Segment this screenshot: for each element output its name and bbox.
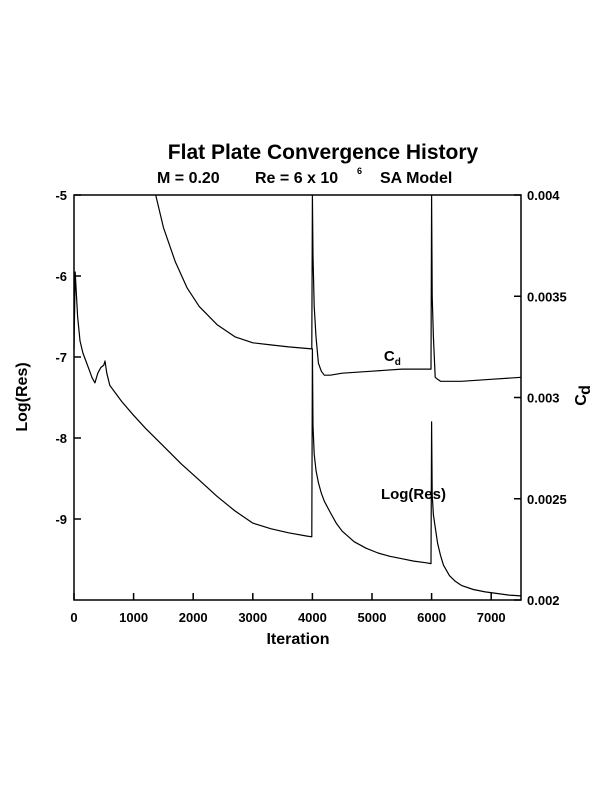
series-label-main: Log(Res)	[381, 486, 446, 503]
right-tick-label: 0.0025	[527, 492, 567, 507]
x-tick-label: 0	[70, 610, 77, 625]
series-label-subscript: d	[395, 357, 401, 368]
series-labels: Cd Log(Res)	[381, 348, 446, 503]
x-tick-label: 5000	[358, 610, 387, 625]
x-tick-label: 3000	[238, 610, 267, 625]
right-axis-title-sub: d	[577, 385, 594, 395]
right-tick-label: 0.0035	[527, 289, 567, 304]
right-axis-ticks: 0.004 0.0035 0.003 0.0025 0.002	[514, 188, 567, 608]
right-tick-label: 0.004	[527, 188, 560, 203]
subtitle-reynolds: Re = 6 x 10	[255, 170, 338, 187]
left-tick-label: -5	[55, 188, 67, 203]
left-axis-title: Log(Res)	[14, 362, 31, 431]
subtitle-model: SA Model	[380, 170, 452, 187]
subtitle-mach: M = 0.20	[157, 170, 220, 187]
x-axis-title: Iteration	[266, 631, 329, 648]
right-axis-title: C d	[573, 385, 594, 406]
series-line-log-res	[73, 271, 522, 597]
subtitle-reynolds-exponent: 6	[357, 166, 362, 176]
left-tick-label: -9	[55, 512, 67, 527]
chart-subtitle: M = 0.20 Re = 6 x 10 6 SA Model	[157, 166, 452, 187]
left-tick-label: -8	[55, 431, 67, 446]
x-tick-label: 4000	[298, 610, 327, 625]
x-tick-label: 6000	[417, 610, 446, 625]
series-label-cd: Cd	[384, 348, 401, 368]
left-tick-label: -7	[55, 350, 67, 365]
x-tick-label: 1000	[119, 610, 148, 625]
right-axis-title-main: C	[573, 394, 590, 406]
series-label-log-res: Log(Res)	[381, 486, 446, 503]
x-tick-label: 2000	[179, 610, 208, 625]
series-label-main: C	[384, 348, 395, 365]
left-axis-ticks: -5 -6 -7 -8 -9	[55, 188, 81, 527]
series-line-cd	[155, 194, 522, 382]
x-axis-ticks: 0 1000 2000 3000 4000 5000 6000 7000	[70, 593, 506, 625]
right-tick-label: 0.003	[527, 391, 560, 406]
chart-title: Flat Plate Convergence History	[168, 141, 479, 164]
x-tick-label: 7000	[477, 610, 506, 625]
right-tick-label: 0.002	[527, 593, 560, 608]
left-tick-label: -6	[55, 269, 67, 284]
plot-frame	[73, 194, 522, 601]
series-layer	[73, 194, 522, 597]
